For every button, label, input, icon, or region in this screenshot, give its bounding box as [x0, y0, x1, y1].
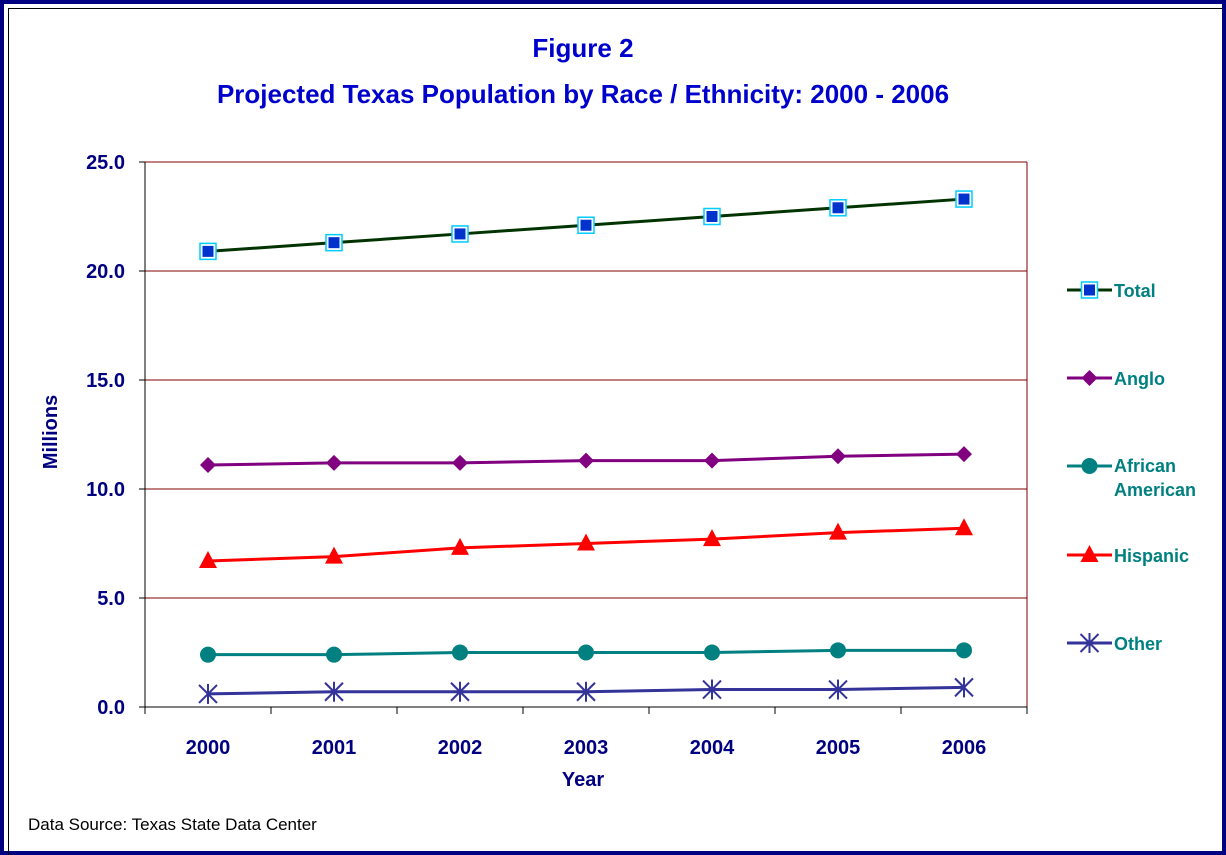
legend-label: Hispanic [1114, 546, 1189, 566]
data-point-african-american [452, 644, 468, 661]
legend-item-total: Total [1067, 281, 1156, 301]
legend-label: Anglo [1114, 369, 1165, 389]
legend-label: Other [1114, 634, 1162, 654]
data-point-anglo [578, 452, 594, 469]
data-point-anglo [956, 446, 972, 463]
chart-subtitle: Projected Texas Population by Race / Eth… [217, 79, 949, 109]
x-tick-label: 2001 [312, 737, 357, 759]
legend-item-other: Other [1067, 633, 1162, 654]
axes: 0.0 5.0 10.0 15.0 20.0 25.0 2000 2001 2002 2003 20… [86, 152, 1028, 759]
data-point-hispanic [577, 533, 595, 551]
chart-title: Figure 2 [532, 33, 633, 63]
legend-marker [1081, 458, 1098, 474]
data-point-other [828, 679, 848, 700]
data-point-total [577, 216, 595, 234]
legend-label: African [1114, 456, 1176, 476]
data-point-african-american [326, 646, 342, 663]
data-point-total [829, 199, 847, 217]
legend: Total Anglo African American Hispanic Other [1067, 281, 1196, 654]
legend-marker [1080, 281, 1099, 299]
data-point-other [198, 683, 218, 704]
x-tick-label: 2002 [438, 737, 483, 759]
data-point-total [325, 233, 343, 252]
data-point-african-american [578, 644, 594, 661]
data-point-hispanic [325, 546, 343, 564]
data-point-total [199, 242, 217, 261]
data-point-other [954, 677, 974, 698]
y-tick-label: 15.0 [86, 370, 125, 392]
data-point-african-american [830, 642, 846, 659]
x-axis-label: Year [562, 769, 604, 791]
x-tick-label: 2005 [816, 737, 861, 759]
data-point-hispanic [955, 518, 973, 536]
frame-inner-line [8, 8, 1222, 855]
data-point-hispanic [703, 529, 721, 547]
data-point-hispanic [829, 522, 847, 540]
y-tick-label: 25.0 [86, 152, 125, 174]
y-tick-label: 20.0 [86, 261, 125, 283]
legend-marker [1079, 633, 1100, 653]
data-point-african-american [956, 642, 972, 659]
data-point-other [576, 681, 596, 702]
data-point-african-american [200, 646, 216, 663]
series-layer [198, 190, 974, 704]
gridlines [145, 161, 1028, 707]
data-point-total [955, 190, 973, 208]
y-tick-label: 0.0 [97, 697, 125, 719]
y-tick-label: 10.0 [86, 479, 125, 501]
legend-label: American [1114, 480, 1196, 500]
data-point-anglo [704, 452, 720, 469]
data-point-other [702, 679, 722, 700]
x-tick-label: 2004 [690, 737, 735, 759]
data-point-hispanic [199, 550, 217, 568]
legend-item-african-american: African American [1067, 456, 1196, 500]
data-point-anglo [452, 454, 468, 471]
data-point-other [450, 681, 470, 702]
data-point-other [324, 681, 344, 702]
data-point-anglo [326, 454, 342, 471]
legend-marker [1080, 545, 1099, 562]
legend-label: Total [1114, 281, 1156, 301]
y-axis-label: Millions [40, 395, 62, 469]
x-tick-label: 2000 [186, 737, 231, 759]
data-source-note: Data Source: Texas State Data Center [28, 815, 317, 834]
data-point-african-american [704, 644, 720, 661]
data-point-total [703, 207, 721, 226]
data-point-total [451, 225, 469, 243]
y-tick-label: 5.0 [97, 588, 125, 610]
legend-item-hispanic: Hispanic [1067, 545, 1189, 566]
data-point-anglo [830, 448, 846, 465]
data-point-hispanic [451, 537, 469, 555]
legend-marker [1081, 370, 1098, 386]
legend-item-anglo: Anglo [1067, 369, 1165, 389]
x-tick-label: 2006 [942, 737, 987, 759]
x-tick-label: 2003 [564, 737, 609, 759]
data-point-anglo [200, 457, 216, 474]
